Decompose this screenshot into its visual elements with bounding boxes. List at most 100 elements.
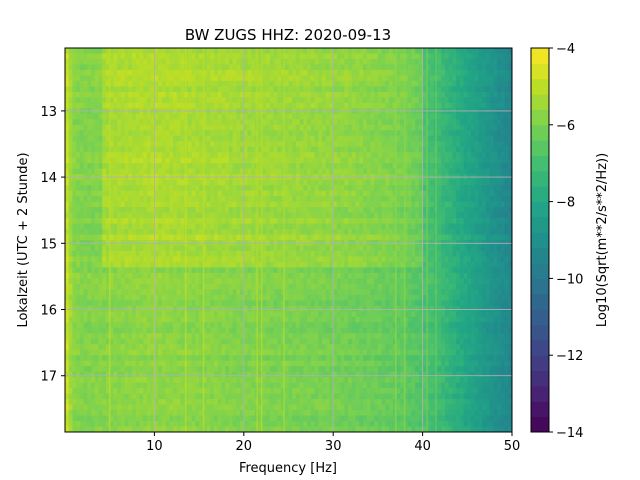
heatmap-cell	[444, 157, 450, 164]
heatmap-cell	[124, 69, 129, 77]
heatmap-cell	[195, 75, 200, 82]
heatmap-cell	[284, 130, 290, 137]
heatmap-cell	[109, 97, 115, 104]
heatmap-cell	[187, 75, 193, 82]
heatmap-cell	[295, 113, 301, 120]
heatmap-cell	[150, 201, 156, 208]
heatmap-cell	[344, 234, 349, 241]
heatmap-cell	[180, 80, 185, 87]
heatmap-cell	[210, 201, 215, 208]
heatmap-cell	[396, 190, 401, 197]
heatmap-cell	[400, 53, 405, 60]
heatmap-cell	[418, 163, 424, 170]
heatmap-cell	[247, 272, 252, 279]
heatmap-cell	[202, 223, 208, 230]
heatmap-cell	[165, 234, 170, 241]
heatmap-cell	[456, 75, 461, 82]
heatmap-cell	[146, 97, 152, 104]
heatmap-cell	[392, 130, 398, 137]
heatmap-cell	[143, 163, 148, 170]
heatmap-cell	[161, 69, 167, 77]
heatmap-cell	[314, 152, 319, 159]
heatmap-cell	[333, 201, 338, 208]
heatmap-cell	[79, 80, 85, 87]
heatmap-cell	[348, 53, 353, 60]
heatmap-cell	[456, 69, 461, 77]
heatmap-cell	[485, 64, 491, 71]
heatmap-cell	[359, 157, 364, 164]
heatmap-cell	[240, 201, 245, 208]
heatmap-cell	[441, 113, 446, 120]
heatmap-cell	[381, 152, 386, 159]
heatmap-cell	[322, 113, 327, 120]
heatmap-cell	[206, 196, 211, 203]
heatmap-cell	[161, 86, 167, 93]
heatmap-cell	[139, 218, 144, 225]
heatmap-cell	[407, 168, 413, 175]
heatmap-cell	[91, 212, 96, 219]
heatmap-cell	[87, 256, 92, 263]
heatmap-cell	[65, 168, 70, 175]
heatmap-cell	[441, 261, 446, 269]
heatmap-cell	[199, 218, 204, 225]
heatmap-cell	[94, 97, 100, 104]
heatmap-cell	[191, 250, 196, 258]
heatmap-cell	[94, 48, 100, 55]
heatmap-cell	[493, 256, 498, 263]
heatmap-cell	[277, 272, 282, 279]
heatmap-cell	[307, 179, 312, 186]
heatmap-cell	[448, 124, 453, 131]
heatmap-cell	[295, 223, 301, 230]
heatmap-cell	[474, 234, 480, 241]
heatmap-cell	[128, 196, 133, 203]
heatmap-cell	[94, 80, 100, 87]
heatmap-cell	[288, 113, 293, 120]
heatmap-cell	[359, 102, 364, 109]
heatmap-cell	[292, 141, 297, 148]
heatmap-cell	[310, 58, 316, 66]
heatmap-cell	[422, 223, 427, 230]
heatmap-cell	[374, 201, 379, 208]
heatmap-cell	[225, 185, 230, 192]
heatmap-cell	[307, 272, 312, 279]
heatmap-cell	[169, 229, 174, 236]
heatmap-cell	[266, 163, 271, 170]
heatmap-cell	[202, 58, 208, 66]
heatmap-cell	[169, 69, 174, 77]
heatmap-cell	[415, 69, 420, 77]
heatmap-cell	[150, 146, 156, 153]
heatmap-cell	[437, 53, 442, 60]
heatmap-cell	[389, 245, 394, 252]
heatmap-cell	[392, 48, 398, 55]
heatmap-cell	[158, 119, 163, 126]
heatmap-cell	[482, 250, 487, 258]
heatmap-cell	[83, 86, 88, 93]
heatmap-cell	[340, 53, 345, 60]
heatmap-cell	[139, 223, 144, 230]
heatmap-cell	[247, 119, 252, 126]
heatmap-cell	[489, 135, 494, 142]
heatmap-cell	[426, 102, 431, 109]
heatmap-cell	[243, 130, 249, 137]
heatmap-cell	[318, 212, 323, 219]
heatmap-cell	[247, 201, 252, 208]
heatmap-cell	[191, 69, 196, 77]
heatmap-cell	[366, 207, 372, 214]
heatmap-cell	[456, 250, 461, 258]
heatmap-cell	[176, 185, 182, 192]
heatmap-cell	[418, 141, 424, 148]
heatmap-cell	[474, 152, 480, 159]
heatmap-cell	[459, 267, 465, 274]
heatmap-cell	[340, 261, 345, 269]
heatmap-cell	[471, 250, 476, 258]
heatmap-cell	[366, 141, 372, 148]
heatmap-cell	[459, 75, 465, 82]
heatmap-cell	[437, 223, 442, 230]
heatmap-cell	[336, 146, 342, 153]
heatmap-cell	[467, 102, 472, 109]
heatmap-cell	[456, 261, 461, 269]
heatmap-cell	[173, 119, 178, 126]
heatmap-cell	[478, 80, 483, 87]
heatmap-cell	[441, 135, 446, 142]
heatmap-cell	[504, 91, 509, 98]
